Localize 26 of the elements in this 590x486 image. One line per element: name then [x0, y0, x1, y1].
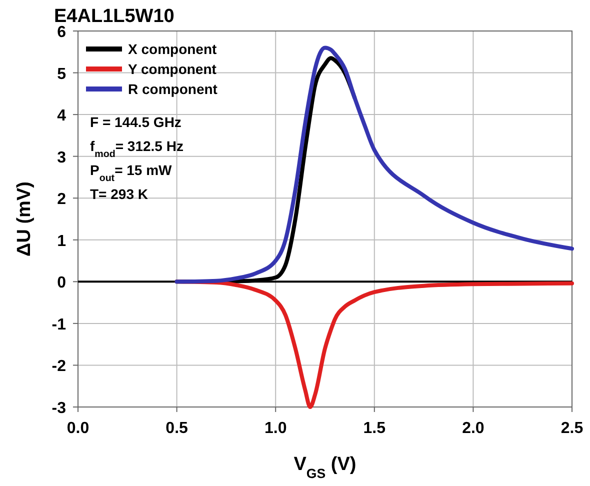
y-tick-label: 6 [57, 24, 66, 41]
y-tick-label: -1 [52, 316, 66, 334]
legend-label: X component [128, 41, 218, 57]
y-tick-label: 0 [57, 274, 66, 292]
x-tick-label: 0.5 [166, 420, 188, 437]
y-tick-label: -3 [52, 400, 66, 417]
y-tick-label: -2 [52, 358, 66, 376]
y-tick-label: 3 [57, 149, 66, 166]
x-axis-title: V$_{GS}$ (V) [294, 454, 356, 480]
y-axis-title: ΔU (mV) [14, 182, 35, 256]
annotation: P$_{out}$= 15 mW [90, 162, 173, 184]
legend-label: Y component [128, 61, 217, 77]
y-tick-label: 2 [57, 191, 66, 208]
x-tick-label: 2.5 [560, 420, 584, 437]
annotation: T= 293 K [90, 186, 148, 202]
x-tick-label: 2.0 [462, 420, 484, 437]
y-tick-label: 5 [57, 66, 66, 83]
legend-label: R component [128, 81, 218, 97]
annotation: F = 144.5 GHz [90, 114, 182, 130]
x-tick-label: 1.0 [264, 420, 287, 437]
y-tick-label: 1 [57, 232, 66, 250]
y-tick-label: 4 [57, 108, 66, 125]
annotation: f$_{mod}$= 312.5 Hz [90, 138, 184, 160]
x-tick-label: 1.5 [363, 420, 386, 437]
x-tick-label: 0.0 [66, 420, 90, 437]
chart-title: E4AL1L5W10 [54, 6, 174, 27]
